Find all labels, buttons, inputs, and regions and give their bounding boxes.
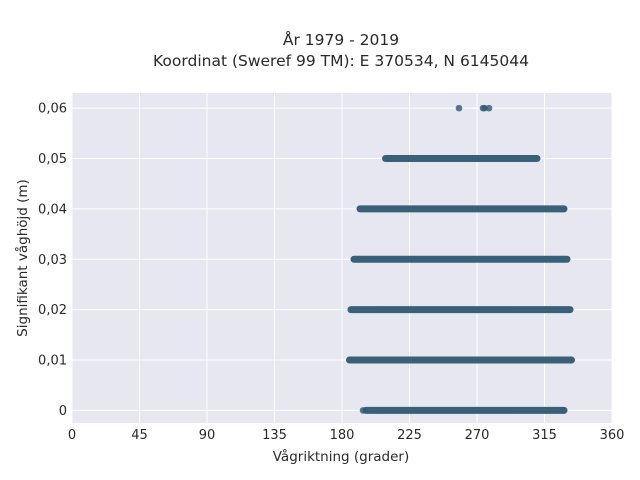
x-tick-label: 315 (532, 428, 557, 443)
data-point (485, 104, 493, 112)
x-tick-label: 135 (262, 428, 287, 443)
data-point (359, 407, 367, 414)
x-tick-label: 45 (131, 428, 148, 443)
data-bands (346, 154, 575, 414)
x-tick-label: 180 (330, 428, 355, 443)
y-tick-label: 0,03 (38, 253, 67, 268)
y-axis-ticks: 0 0,01 0,02 0,03 0,04 0,05 0,06 (38, 102, 67, 419)
data-point (455, 104, 463, 112)
x-axis-ticks: 0 45 90 135 180 225 270 315 360 (68, 428, 625, 443)
x-tick-label: 270 (465, 428, 490, 443)
x-axis-label: Vågriktning (grader) (273, 448, 410, 465)
y-tick-label: 0 (59, 404, 67, 419)
data-points (359, 104, 493, 414)
y-axis-label: Signifikant våghöjd (m) (14, 179, 31, 337)
x-tick-label: 0 (68, 428, 76, 443)
y-tick-label: 0,01 (38, 354, 67, 369)
y-tick-label: 0,04 (38, 202, 67, 217)
x-tick-label: 360 (600, 428, 625, 443)
y-tick-label: 0,06 (38, 102, 67, 117)
chart-subtitle: Koordinat (Sweref 99 TM): E 370534, N 61… (153, 52, 529, 70)
x-tick-label: 90 (199, 428, 216, 443)
chart-title: År 1979 - 2019 (283, 30, 399, 49)
y-tick-label: 0,05 (38, 152, 67, 167)
x-tick-label: 225 (397, 428, 422, 443)
y-tick-label: 0,02 (38, 303, 67, 318)
